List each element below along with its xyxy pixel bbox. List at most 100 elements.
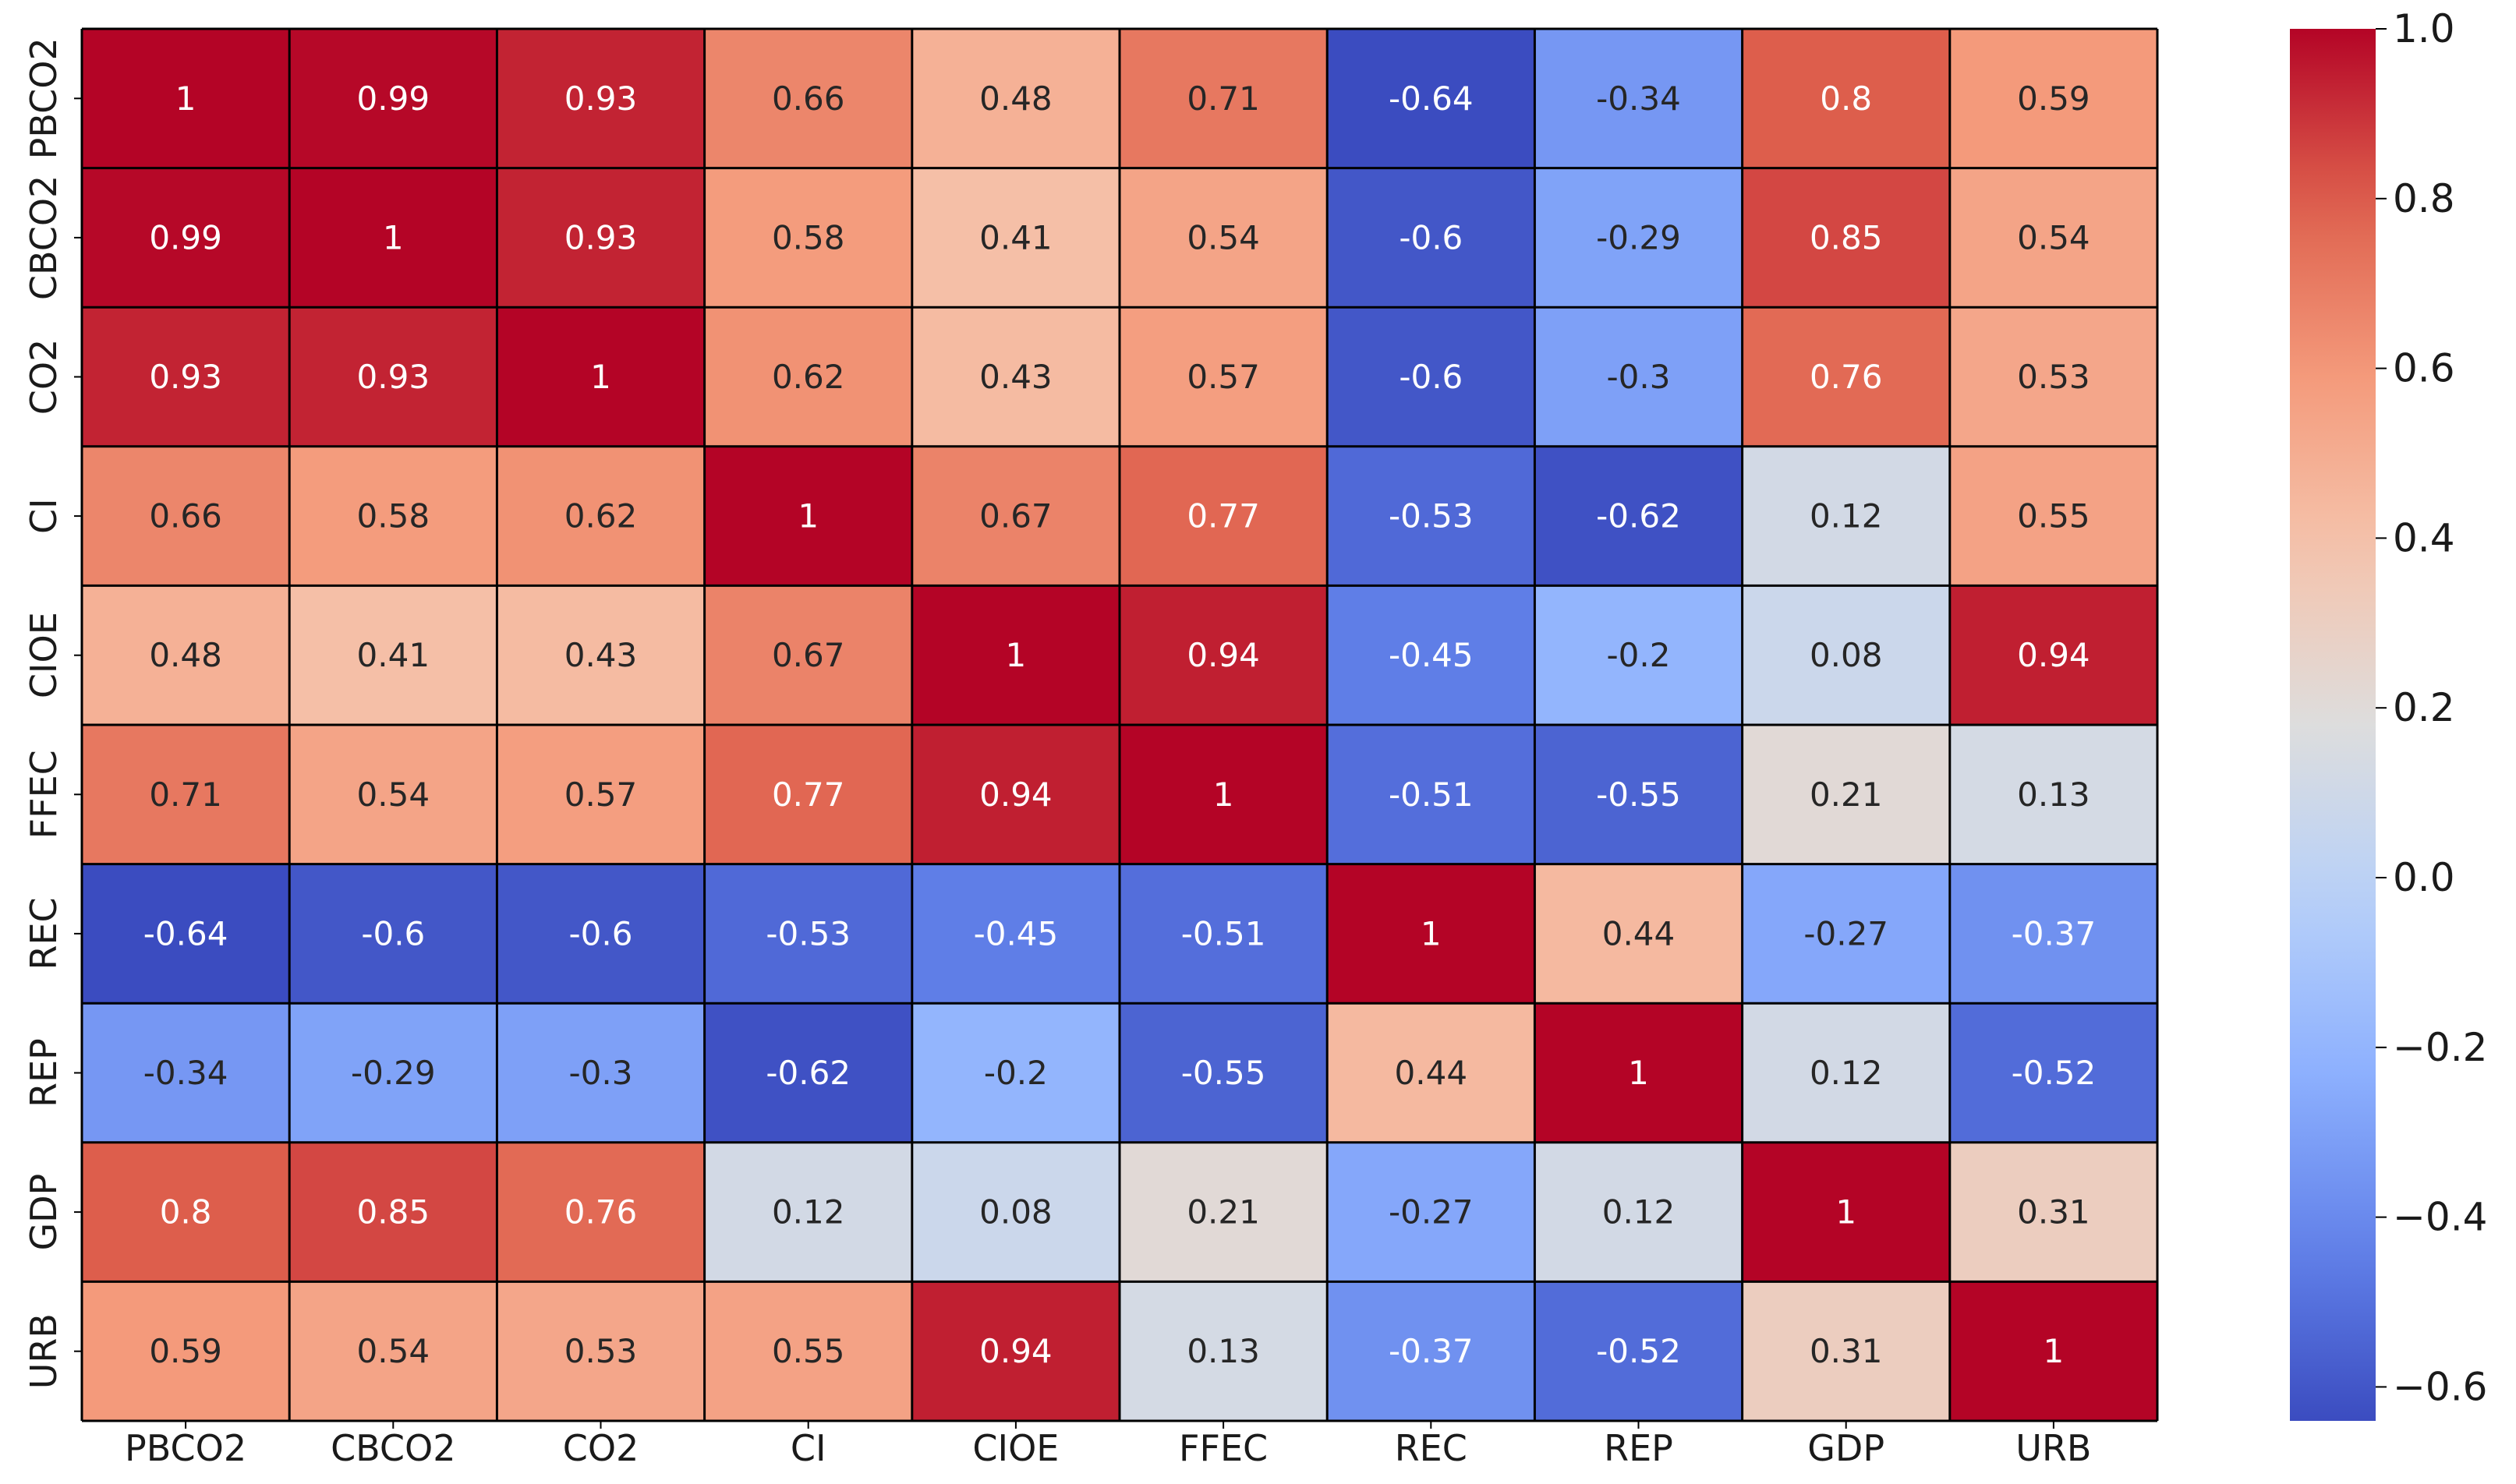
cell-value-label: 0.66 xyxy=(772,80,845,118)
colorbar-tick-label: −0.2 xyxy=(2393,1025,2487,1070)
colorbar-tick-label: −0.6 xyxy=(2393,1364,2487,1409)
colorbar-tick-label: 0.8 xyxy=(2393,176,2455,221)
x-tick-label-rep: REP xyxy=(1604,1427,1673,1469)
cell-value-label: -0.51 xyxy=(1181,914,1266,952)
heatmap-cell-PBCO2-REC xyxy=(1327,29,1535,168)
heatmap-cell-PBCO2-CI xyxy=(704,29,912,168)
cell-value-label: 0.85 xyxy=(357,1193,430,1231)
cell-value-label: 1 xyxy=(1213,776,1234,814)
cell-value-label: -0.53 xyxy=(1389,497,1474,535)
heatmap-cell-CBCO2-FFEC xyxy=(1120,168,1328,308)
heatmap-cell-FFEC-FFEC xyxy=(1120,725,1328,864)
heatmap-cell-CO2-GDP xyxy=(1742,307,1950,447)
heatmap-cell-PBCO2-CO2 xyxy=(497,29,705,168)
cell-value-label: 0.54 xyxy=(2017,218,2090,256)
cell-value-label: 0.12 xyxy=(772,1193,845,1231)
heatmap-cell-CIOE-URB xyxy=(1949,585,2157,725)
heatmap-cell-CO2-CBCO2 xyxy=(289,307,497,447)
cell-value-label: 0.62 xyxy=(772,358,845,396)
y-tick-label-cioe: CIOE xyxy=(23,612,65,698)
heatmap-cell-FFEC-CO2 xyxy=(497,725,705,864)
cell-value-label: 0.41 xyxy=(979,218,1053,256)
heatmap-cell-CIOE-CI xyxy=(704,585,912,725)
cell-value-label: 0.44 xyxy=(1395,1054,1468,1092)
heatmap-cell-FFEC-CIOE xyxy=(911,725,1120,864)
heatmap-cell-REP-FFEC xyxy=(1120,1003,1328,1143)
cell-value-label: 0.77 xyxy=(772,776,845,814)
heatmap-cell-CI-CIOE xyxy=(911,446,1120,586)
heatmap-cell-CBCO2-PBCO2 xyxy=(82,168,290,308)
cell-value-label: -0.6 xyxy=(569,914,633,952)
cell-value-label: 0.21 xyxy=(1187,1193,1260,1231)
colorbar-tick-label: 0.4 xyxy=(2393,515,2455,560)
heatmap-cell-REP-PBCO2 xyxy=(82,1003,290,1143)
heatmap-cell-URB-CIOE xyxy=(911,1281,1120,1421)
heatmap-cell-CO2-PBCO2 xyxy=(82,307,290,447)
heatmap-cell-REC-PBCO2 xyxy=(82,864,290,1004)
cell-value-label: 0.99 xyxy=(357,80,430,118)
y-tick-label-pbco2: PBCO2 xyxy=(23,37,65,159)
heatmap-cell-CO2-REP xyxy=(1534,307,1743,447)
cell-value-label: 0.58 xyxy=(357,497,430,535)
y-tick-label-ffec: FFEC xyxy=(23,750,65,839)
cell-value-label: -0.37 xyxy=(2012,914,2097,952)
cell-value-label: 0.12 xyxy=(1602,1193,1676,1231)
cell-value-label: -0.51 xyxy=(1389,776,1474,814)
heatmap-cell-CO2-CIOE xyxy=(911,307,1120,447)
cell-value-label: 1 xyxy=(1006,636,1027,674)
heatmap-cell-CI-CI xyxy=(704,446,912,586)
cell-value-label: 0.44 xyxy=(1602,914,1676,952)
heatmap-cell-CI-PBCO2 xyxy=(82,446,290,586)
cell-value-label: 0.93 xyxy=(564,218,638,256)
heatmap-cell-CI-REP xyxy=(1534,446,1743,586)
cell-value-label: 0.12 xyxy=(1810,497,1883,535)
heatmap-cell-REP-CI xyxy=(704,1003,912,1143)
heatmap-cell-CI-CO2 xyxy=(497,446,705,586)
heatmap-cell-PBCO2-URB xyxy=(1949,29,2157,168)
heatmap-cell-PBCO2-PBCO2 xyxy=(82,29,290,168)
heatmap-cell-CO2-CO2 xyxy=(497,307,705,447)
heatmap-cell-REP-CBCO2 xyxy=(289,1003,497,1143)
heatmap-cell-GDP-FFEC xyxy=(1120,1142,1328,1282)
cell-value-label: -0.55 xyxy=(1596,776,1681,814)
heatmap-cell-FFEC-CI xyxy=(704,725,912,864)
cell-value-label: -0.29 xyxy=(351,1054,436,1092)
cell-value-label: -0.27 xyxy=(1389,1193,1474,1231)
x-tick-label-ci: CI xyxy=(791,1427,826,1469)
heatmap-cell-URB-REP xyxy=(1534,1281,1743,1421)
cell-value-label: 0.94 xyxy=(979,1332,1053,1370)
heatmap-cell-REC-CI xyxy=(704,864,912,1004)
colorbar-tick-label: 1.0 xyxy=(2393,6,2455,51)
cell-value-label: 0.76 xyxy=(564,1193,638,1231)
y-tick-label-urb: URB xyxy=(23,1313,65,1389)
cell-value-label: -0.53 xyxy=(766,914,851,952)
cell-value-label: -0.27 xyxy=(1803,914,1888,952)
heatmap-cell-REP-REC xyxy=(1327,1003,1535,1143)
colorbar-tick-label: 0.0 xyxy=(2393,855,2455,900)
cell-value-label: 0.53 xyxy=(2017,358,2090,396)
heatmap-cell-CO2-CI xyxy=(704,307,912,447)
heatmap-cell-CBCO2-REP xyxy=(1534,168,1743,308)
heatmap-cell-CO2-URB xyxy=(1949,307,2157,447)
cell-value-label: 0.48 xyxy=(149,636,222,674)
cell-value-label: 0.54 xyxy=(357,776,430,814)
heatmap-cell-CO2-FFEC xyxy=(1120,307,1328,447)
heatmap-cell-CIOE-CIOE xyxy=(911,585,1120,725)
heatmap-cell-PBCO2-CBCO2 xyxy=(289,29,497,168)
cell-value-label: -0.34 xyxy=(1596,80,1681,118)
heatmap-cell-REC-REP xyxy=(1534,864,1743,1004)
heatmap-cell-FFEC-CBCO2 xyxy=(289,725,497,864)
x-tick-label-cioe: CIOE xyxy=(972,1427,1059,1469)
heatmap-cell-GDP-CIOE xyxy=(911,1142,1120,1282)
y-tick-label-rec: REC xyxy=(23,897,65,970)
cell-value-label: 0.77 xyxy=(1187,497,1260,535)
heatmap-cell-FFEC-REP xyxy=(1534,725,1743,864)
heatmap-cell-CBCO2-CI xyxy=(704,168,912,308)
cell-value-label: 1 xyxy=(1835,1193,1856,1231)
cell-value-label: 1 xyxy=(1628,1054,1649,1092)
heatmap-cell-CBCO2-CO2 xyxy=(497,168,705,308)
heatmap-cell-REC-URB xyxy=(1949,864,2157,1004)
cell-value-label: -0.52 xyxy=(2012,1054,2097,1092)
heatmap-cell-REC-CO2 xyxy=(497,864,705,1004)
colorbar-tick-label: 0.2 xyxy=(2393,685,2455,730)
